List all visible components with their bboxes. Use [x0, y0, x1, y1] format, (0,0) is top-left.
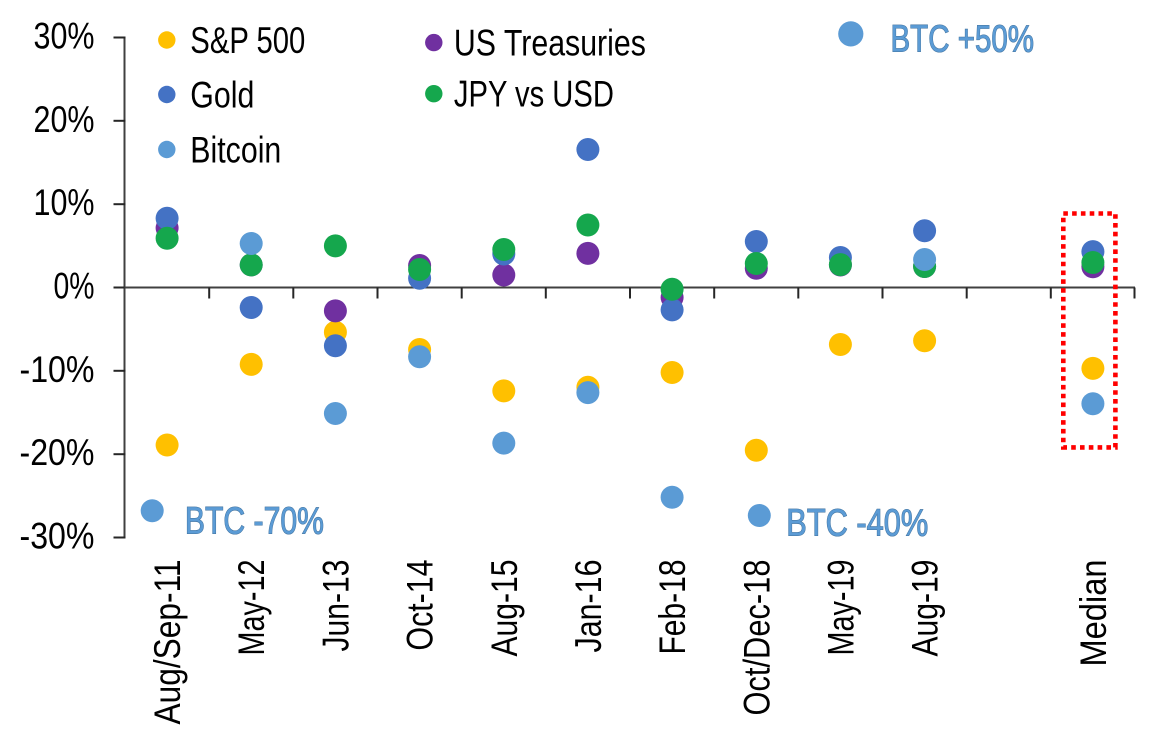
- svg-text:30%: 30%: [34, 16, 95, 57]
- svg-text:20%: 20%: [34, 99, 95, 140]
- svg-text:Gold: Gold: [190, 75, 254, 116]
- svg-text:10%: 10%: [34, 182, 95, 223]
- svg-text:Oct/Dec-18: Oct/Dec-18: [736, 560, 777, 716]
- svg-text:Feb-18: Feb-18: [652, 560, 693, 655]
- svg-text:Oct-14: Oct-14: [400, 560, 441, 651]
- svg-text:BTC -40%: BTC -40%: [786, 502, 928, 544]
- svg-text:Aug-15: Aug-15: [484, 560, 525, 657]
- svg-text:US Treasuries: US Treasuries: [454, 23, 646, 64]
- svg-text:May-12: May-12: [231, 560, 272, 656]
- svg-text:JPY vs USD: JPY vs USD: [454, 74, 614, 115]
- svg-text:-10%: -10%: [20, 349, 95, 390]
- svg-text:Median: Median: [1073, 560, 1114, 667]
- svg-text:Aug-19: Aug-19: [905, 560, 946, 657]
- svg-text:BTC -70%: BTC -70%: [185, 501, 324, 543]
- svg-text:Bitcoin: Bitcoin: [190, 130, 281, 171]
- svg-text:Jun-13: Jun-13: [315, 560, 356, 652]
- svg-text:0%: 0%: [54, 266, 95, 307]
- svg-text:Aug/Sep-11: Aug/Sep-11: [147, 560, 188, 725]
- svg-text:S&P 500: S&P 500: [190, 20, 305, 61]
- svg-text:May-19: May-19: [820, 560, 861, 656]
- svg-text:-20%: -20%: [20, 432, 95, 473]
- svg-text:Jan-16: Jan-16: [568, 560, 609, 653]
- svg-text:-30%: -30%: [20, 516, 95, 557]
- svg-text:BTC +50%: BTC +50%: [891, 19, 1035, 61]
